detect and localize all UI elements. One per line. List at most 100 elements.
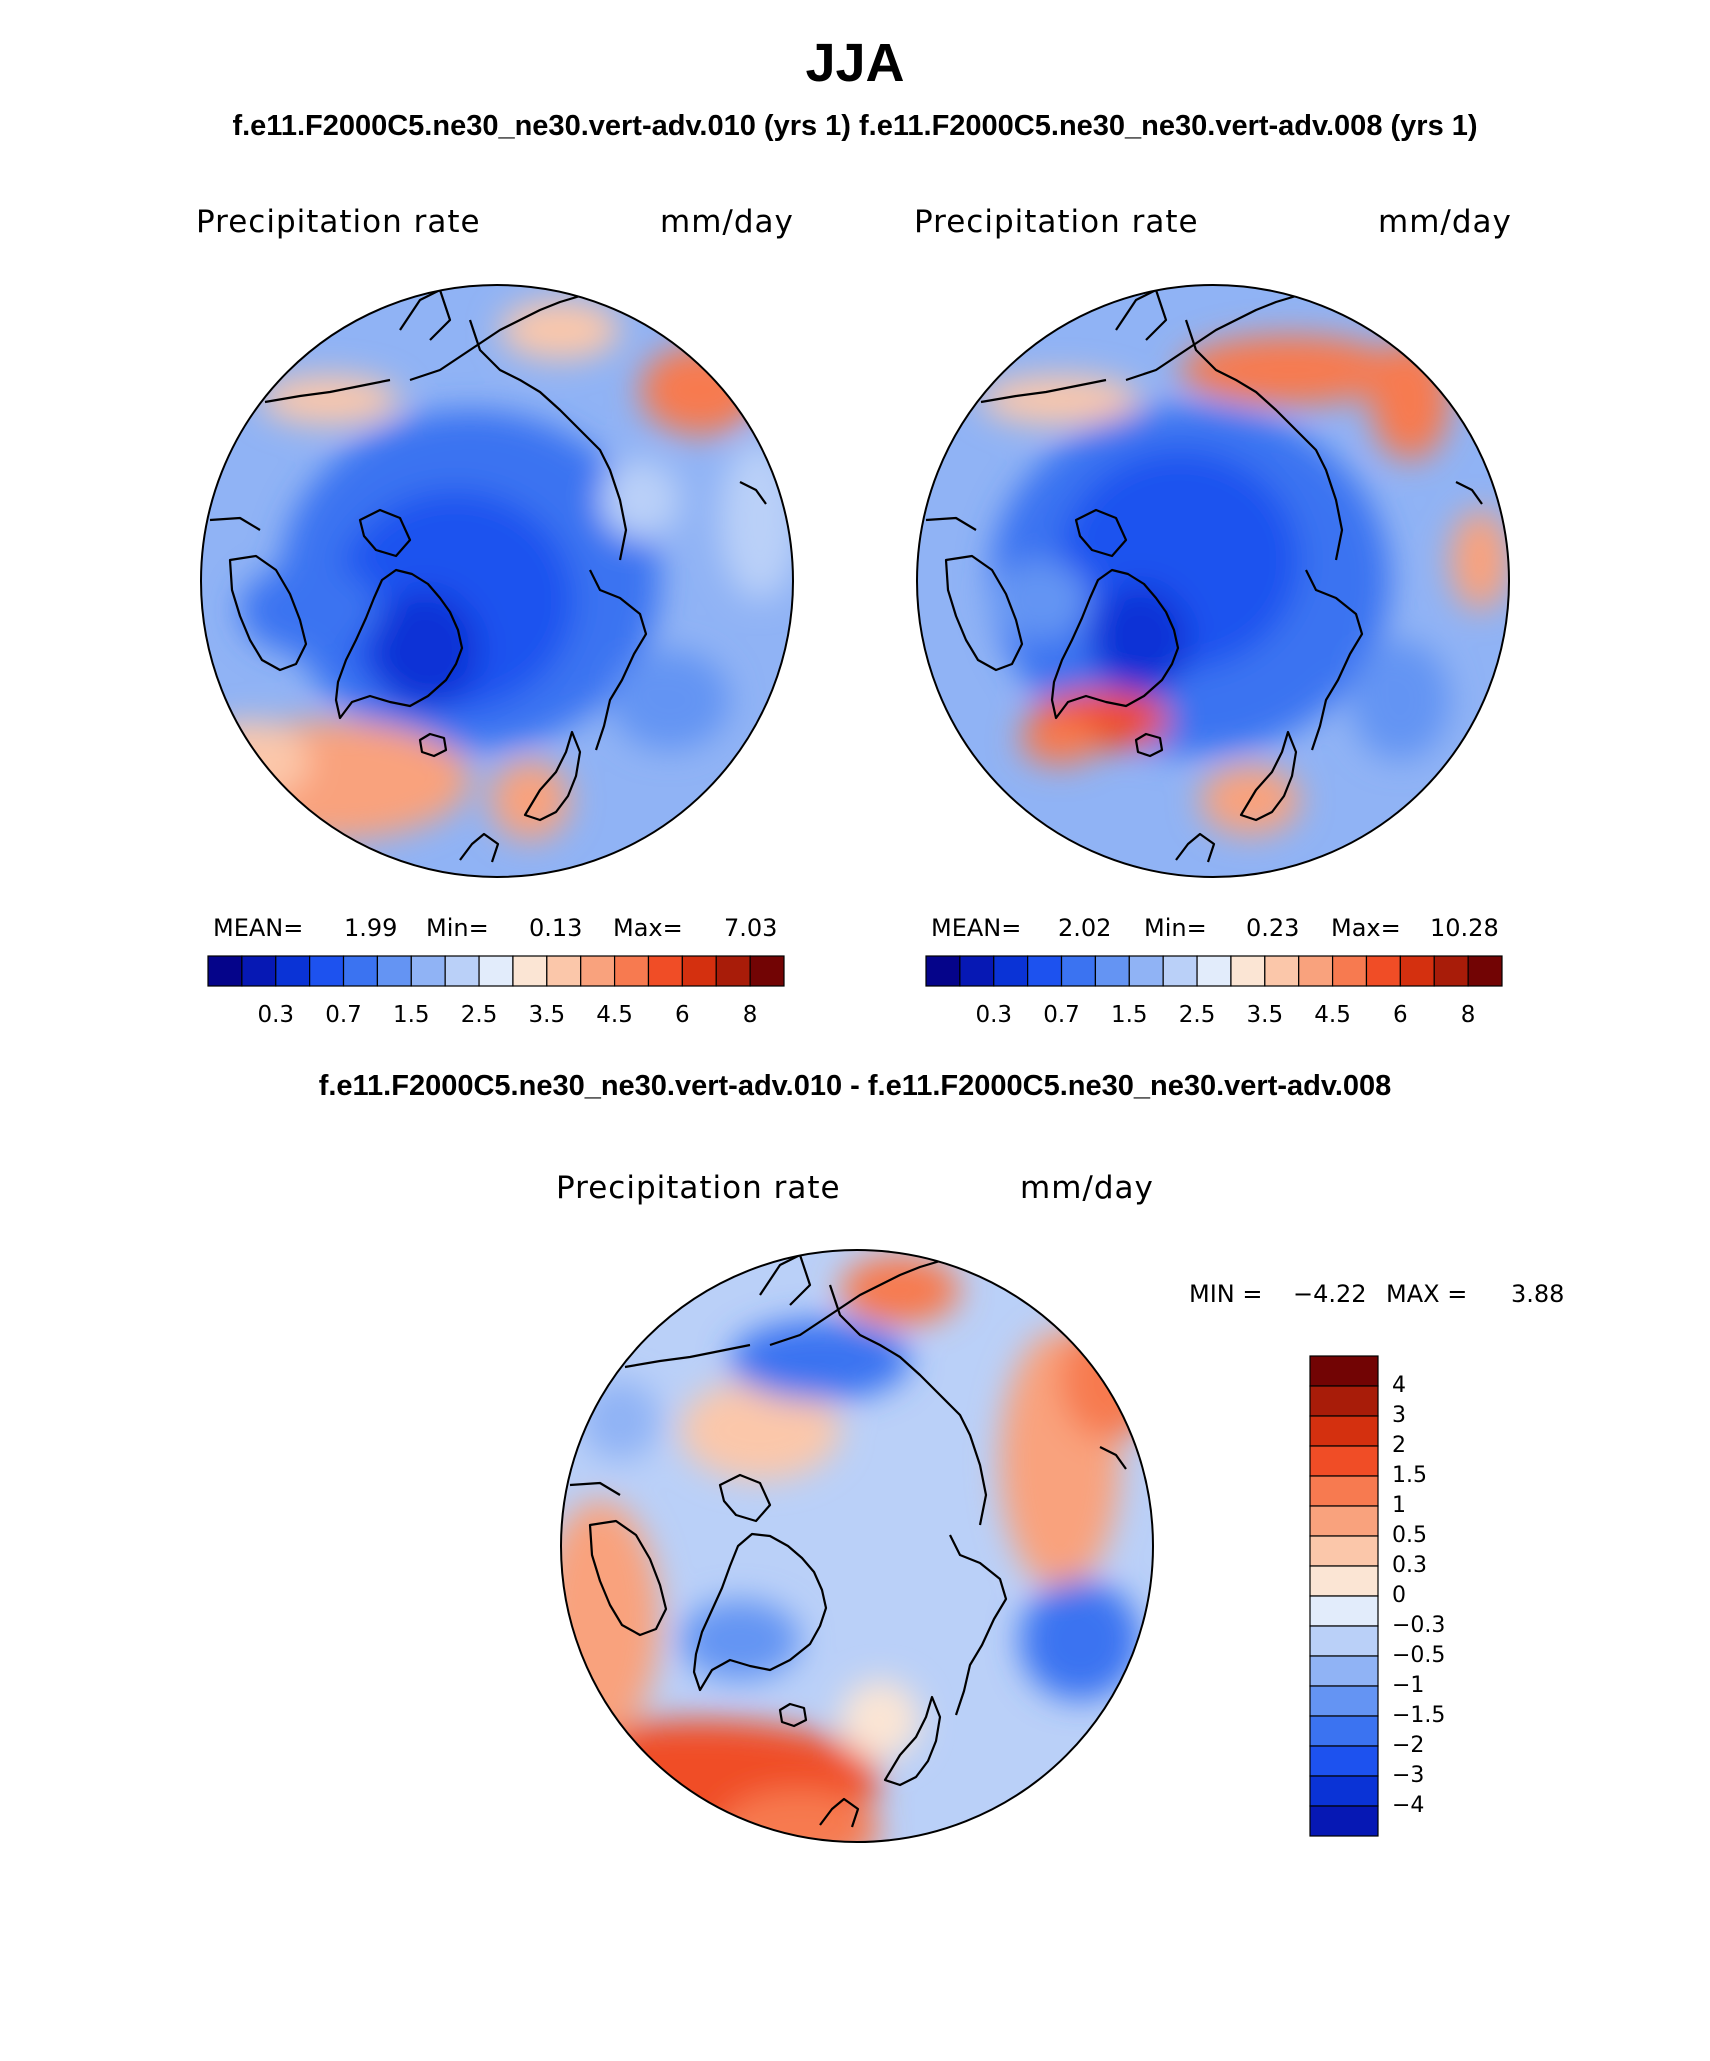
colorbar-segment — [444, 955, 480, 987]
colorbar-segment — [1433, 955, 1469, 987]
colorbar-segment — [1230, 955, 1266, 987]
panel1-map — [200, 284, 794, 878]
colorbar-segment — [478, 955, 514, 987]
panel3-min-value: −4.22 — [1293, 1280, 1367, 1308]
colorbar-segment — [1309, 1565, 1379, 1597]
panel2-mean-label: MEAN= — [931, 914, 1022, 942]
colorbar-segment — [1309, 1415, 1379, 1447]
colorbar-segment — [1309, 1535, 1379, 1567]
colorbar-tick-label: −0.3 — [1392, 1613, 1446, 1638]
colorbar-tick-label: 6 — [675, 1002, 690, 1028]
colorbar-segment — [1128, 955, 1164, 987]
colorbar-segment — [1467, 955, 1503, 987]
colorbar-segment — [1309, 1655, 1379, 1687]
colorbar-segment — [1309, 1745, 1379, 1777]
colorbar-tick-label: 0 — [1392, 1583, 1406, 1608]
colorbar-tick-label: 8 — [742, 1002, 758, 1028]
colorbar-tick-label: 3.5 — [1246, 1002, 1284, 1028]
panel2-min-value: 0.23 — [1246, 914, 1300, 942]
colorbar-segment — [580, 955, 616, 987]
colorbar-segment — [207, 955, 243, 987]
colorbar-segment — [1298, 955, 1334, 987]
colorbar-tick-label: −1.5 — [1392, 1703, 1446, 1728]
panel3-map — [560, 1249, 1154, 1843]
colorbar-tick-label: 2.5 — [460, 1002, 498, 1028]
colorbar-tick-label: 6 — [1393, 1002, 1408, 1028]
colorbar-segment — [1309, 1775, 1379, 1807]
panel1-units: mm/day — [660, 204, 794, 240]
panel2-colorbar — [925, 955, 1503, 987]
colorbar-segment — [1309, 1595, 1379, 1627]
colorbar-tick-label: −2 — [1392, 1733, 1425, 1758]
panel2-max-label: Max= — [1331, 914, 1401, 942]
panel3-title: Precipitation rate — [556, 1170, 841, 1206]
colorbar-segment — [241, 955, 277, 987]
colorbar-tick-label: 2 — [1392, 1433, 1406, 1458]
page-subtitle: f.e11.F2000C5.ne30_ne30.vert-adv.010 (yr… — [232, 110, 1478, 142]
panel2-units: mm/day — [1378, 204, 1512, 240]
panel1-min-value: 0.13 — [529, 914, 583, 942]
colorbar-tick-label: 1 — [1392, 1493, 1406, 1518]
colorbar-segment — [1331, 955, 1368, 987]
colorbar-segment — [959, 955, 995, 987]
colorbar-segment — [1309, 1625, 1379, 1657]
colorbar-tick-label: 4 — [1392, 1373, 1406, 1398]
colorbar-segment — [1027, 955, 1063, 987]
panel1-mean-label: MEAN= — [213, 914, 304, 942]
panel1-min-label: Min= — [426, 914, 489, 942]
panel2-map — [916, 284, 1510, 878]
panel3-max-value: 3.88 — [1511, 1280, 1565, 1308]
colorbar-segment — [1309, 1385, 1379, 1417]
colorbar-tick-label: 1.5 — [1110, 1002, 1148, 1028]
difference-title: f.e11.F2000C5.ne30_ne30.vert-adv.010 - f… — [318, 1070, 1392, 1102]
colorbar-segment — [647, 955, 683, 987]
colorbar-tick-label: 4.5 — [596, 1002, 633, 1028]
colorbar-segment — [1309, 1685, 1379, 1717]
panel2-title: Precipitation rate — [914, 204, 1199, 240]
colorbar-tick-label: −3 — [1392, 1763, 1425, 1788]
colorbar-tick-label: 0.3 — [257, 1002, 295, 1028]
colorbar-segment — [681, 955, 717, 987]
colorbar-segment — [546, 955, 582, 987]
colorbar-segment — [410, 955, 446, 987]
colorbar-tick-label: 1.5 — [1392, 1463, 1427, 1488]
colorbar-segment — [993, 955, 1029, 987]
colorbar-tick-label: −0.5 — [1392, 1643, 1446, 1668]
colorbar-segment — [1094, 955, 1130, 987]
panel1-title: Precipitation rate — [196, 204, 481, 240]
colorbar-segment — [376, 955, 412, 987]
colorbar-segment — [1196, 955, 1232, 987]
panel3-min-label: MIN = — [1189, 1280, 1263, 1308]
colorbar-tick-label: 0.3 — [1392, 1553, 1427, 1578]
panel2-max-value: 10.28 — [1430, 914, 1499, 942]
colorbar-tick-label: 0.5 — [1392, 1523, 1427, 1548]
panel1-mean-value: 1.99 — [344, 914, 398, 942]
colorbar-tick-label: −4 — [1392, 1793, 1425, 1818]
colorbar-segment — [1309, 1505, 1379, 1537]
colorbar-segment — [1309, 1355, 1379, 1387]
colorbar-segment — [925, 955, 961, 987]
colorbar-segment — [1162, 955, 1198, 987]
colorbar-segment — [342, 955, 379, 987]
panel1-max-value: 7.03 — [724, 914, 778, 942]
panel3-colorbar — [1309, 1355, 1379, 1837]
panel3-max-label: MAX = — [1386, 1280, 1468, 1308]
panel1-field — [201, 300, 793, 840]
colorbar-segment — [1309, 1715, 1379, 1747]
colorbar-segment — [749, 955, 785, 987]
colorbar-tick-label: 0.7 — [1043, 1002, 1080, 1028]
panel3-field — [561, 1255, 1153, 1842]
colorbar-tick-label: 0.3 — [975, 1002, 1013, 1028]
colorbar-tick-label: −1 — [1392, 1673, 1425, 1698]
colorbar-segment — [1309, 1445, 1379, 1477]
colorbar-segment — [715, 955, 751, 987]
panel3-units: mm/day — [1020, 1170, 1154, 1206]
colorbar-segment — [1309, 1805, 1379, 1837]
colorbar-tick-label: 2.5 — [1178, 1002, 1216, 1028]
panel1-max-label: Max= — [613, 914, 683, 942]
colorbar-tick-label: 8 — [1460, 1002, 1476, 1028]
colorbar-tick-label: 3.5 — [528, 1002, 566, 1028]
colorbar-segment — [512, 955, 548, 987]
panel2-min-label: Min= — [1144, 914, 1207, 942]
